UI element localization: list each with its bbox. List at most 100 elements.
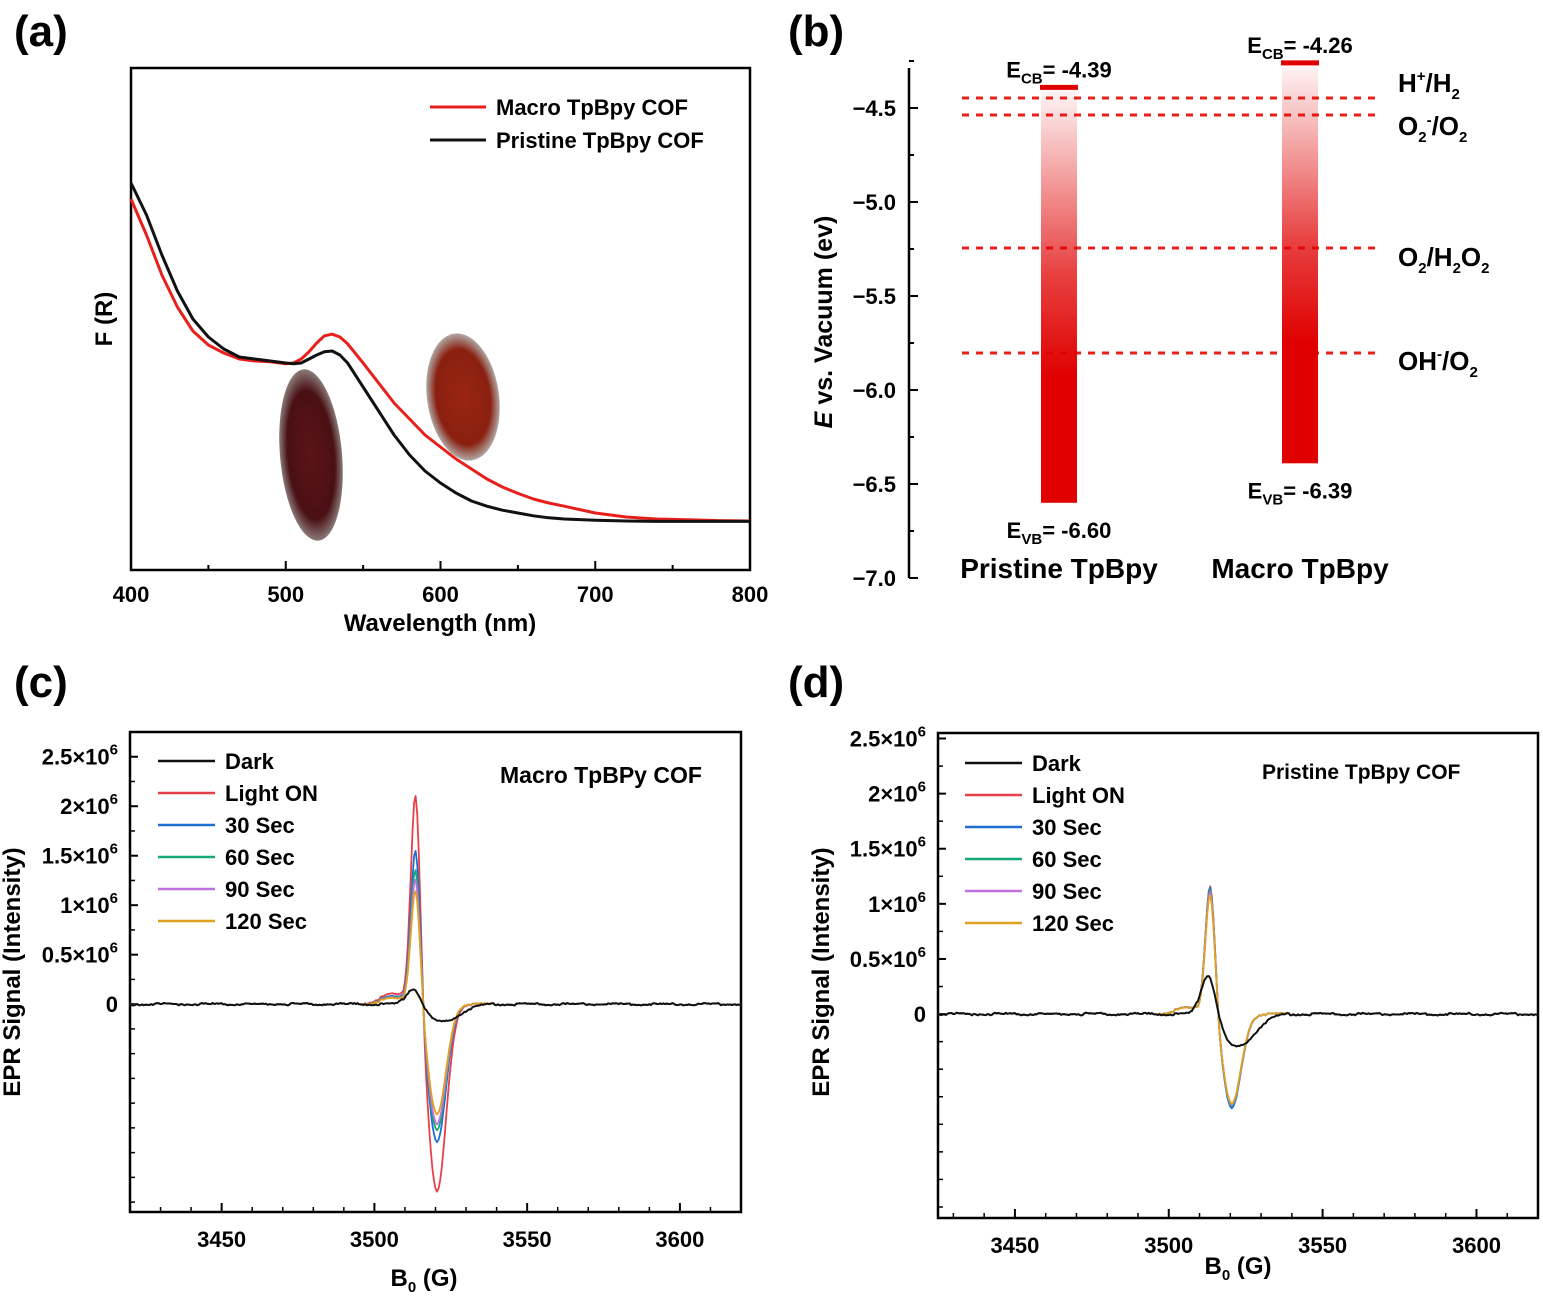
legend-label: 120 Sec xyxy=(225,909,307,934)
x-tick-label: 3450 xyxy=(990,1233,1039,1258)
panel-b-y-tick-label: −4.5 xyxy=(853,96,896,121)
panel-label-a: (a) xyxy=(14,7,68,56)
band-category-label: Macro TpBpy xyxy=(1211,553,1389,584)
epr-series-line xyxy=(129,795,742,1193)
legend-label: 60 Sec xyxy=(225,845,295,870)
y-tick-label: 0.5×106 xyxy=(42,940,118,968)
panel-b-bands: ECB= -4.39 EVB= -6.60 Pristine TpBpy ECB= -… xyxy=(960,33,1389,584)
pristine-cof-vial-photo xyxy=(279,369,343,541)
panel-c-ticks: 3450 3500 3550 3600 2.5×106 2×106 1.5×106 1×106… xyxy=(42,731,742,1252)
x-tick-label: 3600 xyxy=(1452,1233,1501,1258)
y-tick-label: 2×106 xyxy=(868,779,926,807)
panel-a-lines xyxy=(129,182,751,523)
legend-pristine-label: Pristine TpBpy COF xyxy=(496,128,704,153)
panel-c-x-axis-label: B0 (G) xyxy=(390,1265,457,1296)
panel-b-y-ticks: −4.5 −5.0 −5.5 −6.0 −6.5 −7.0 xyxy=(853,60,918,591)
panel-c-y-axis-label: EPR Signal (Intensity) xyxy=(0,847,26,1096)
evb-label: EVB= -6.39 xyxy=(1248,478,1353,508)
panel-d-ticks: 3450 3500 3550 3600 2.5×106 2×106 1.5×106 1×106… xyxy=(850,724,1539,1258)
legend-label: 60 Sec xyxy=(1032,847,1102,872)
epr-series-line xyxy=(937,975,1539,1048)
legend-label: 30 Sec xyxy=(1032,815,1102,840)
x-tick-label: 3600 xyxy=(655,1227,704,1252)
panel-b-y-tick-label: −6.5 xyxy=(853,472,896,497)
legend-label: 30 Sec xyxy=(225,813,295,838)
panel-a-x-tick-label: 400 xyxy=(113,582,150,607)
y-tick-label: 2.5×106 xyxy=(850,724,926,752)
panel-d-legend: Dark Light ON 30 Sec 60 Sec 90 Sec 120 Sec xyxy=(965,751,1125,936)
evb-label: EVB= -6.60 xyxy=(1007,518,1112,548)
legend-label: 120 Sec xyxy=(1032,911,1114,936)
x-tick-label: 3500 xyxy=(1144,1233,1193,1258)
panel-a-x-tick-label: 600 xyxy=(422,582,459,607)
x-tick-label: 3550 xyxy=(503,1227,552,1252)
epr-series-line xyxy=(937,894,1539,1105)
potential-label: H+/H2 xyxy=(1398,68,1460,103)
y-tick-label: 1.5×106 xyxy=(850,834,926,862)
panel-d-annotation: Pristine TpBpy COF xyxy=(1262,761,1461,784)
panel-b-y-tick-label: −5.5 xyxy=(853,284,896,309)
panel-a-x-tick-label: 800 xyxy=(732,582,769,607)
y-tick-label: 2.5×106 xyxy=(42,742,118,770)
y-tick-label: 1.5×106 xyxy=(42,841,118,869)
panel-d-lines xyxy=(937,885,1539,1110)
epr-series-line xyxy=(937,886,1539,1110)
panel-c-chart: 3450 3500 3550 3600 2.5×106 2×106 1.5×106 1×106… xyxy=(0,730,743,1296)
panel-d-y-axis-label: EPR Signal (Intensity) xyxy=(808,847,835,1096)
y-tick-label: 0 xyxy=(914,1002,926,1027)
panel-c-legend: Dark Light ON 30 Sec 60 Sec 90 Sec 120 Sec xyxy=(158,749,318,934)
epr-series-line xyxy=(937,890,1539,1106)
panel-d-plot-frame xyxy=(936,731,1540,1220)
panel-a-chart: 400 500 600 700 800 Macro TpBpy COF Pristine… xyxy=(91,66,769,637)
macro-cof-vial-photo xyxy=(426,333,500,461)
epr-series-line xyxy=(129,869,742,1132)
panel-label-d: (d) xyxy=(788,658,844,707)
panel-a-x-tick-label: 700 xyxy=(577,582,614,607)
ecb-label: ECB= -4.26 xyxy=(1247,33,1352,63)
y-tick-label: 0.5×106 xyxy=(850,944,926,972)
legend-macro-label: Macro TpBpy COF xyxy=(496,95,688,120)
y-tick-label: 1×106 xyxy=(868,889,926,917)
x-tick-label: 3450 xyxy=(197,1227,246,1252)
legend-label: Light ON xyxy=(1032,783,1125,808)
panel-a-x-tick-label: 500 xyxy=(267,582,304,607)
panel-a-x-ticks: 400 500 600 700 800 xyxy=(113,561,769,607)
panel-a-series-line xyxy=(129,182,750,523)
epr-series-line xyxy=(937,888,1539,1107)
y-tick-label: 2×106 xyxy=(60,791,118,819)
panel-b-chart: −4.5 −5.0 −5.5 −6.0 −6.5 −7.0 H+/H2 O2-/O2 O2/H… xyxy=(810,33,1490,591)
panel-a-x-axis-label: Wavelength (nm) xyxy=(344,610,536,637)
legend-label: Dark xyxy=(1032,751,1082,776)
x-tick-label: 3550 xyxy=(1298,1233,1347,1258)
band-category-label: Pristine TpBpy xyxy=(960,553,1158,584)
epr-series-line xyxy=(129,850,742,1144)
panel-b-y-tick-label: −5.0 xyxy=(853,190,896,215)
legend-label: 90 Sec xyxy=(225,877,295,902)
y-tick-label: 0 xyxy=(106,992,118,1017)
epr-series-line xyxy=(129,988,742,1023)
panel-b-potential-lines: H+/H2 O2-/O2 O2/H2O2 OH-/O2 xyxy=(962,68,1490,381)
epr-series-line xyxy=(937,885,1539,1109)
panel-b-y-tick-label: −7.0 xyxy=(853,566,896,591)
x-tick-label: 3500 xyxy=(350,1227,399,1252)
panel-a-y-axis-label: F (R) xyxy=(91,292,118,347)
epr-series-line xyxy=(129,878,742,1126)
band-bar xyxy=(1282,62,1318,464)
y-tick-label: 1×106 xyxy=(60,890,118,918)
legend-label: Dark xyxy=(225,749,275,774)
panel-b-y-axis-label: E vs. Vacuum (ev) xyxy=(810,216,838,429)
panel-c-annotation: Macro TpBPy COF xyxy=(500,762,702,788)
potential-label: O2/H2O2 xyxy=(1398,242,1490,277)
legend-label: 90 Sec xyxy=(1032,879,1102,904)
panel-label-c: (c) xyxy=(14,658,68,707)
panel-a-series-line xyxy=(129,198,751,523)
band-bar xyxy=(1041,87,1077,503)
potential-label: OH-/O2 xyxy=(1398,346,1478,381)
panel-d-x-axis-label: B0 (G) xyxy=(1204,1253,1271,1284)
ecb-label: ECB= -4.39 xyxy=(1006,57,1111,87)
potential-label: O2-/O2 xyxy=(1398,111,1467,146)
panel-c-lines xyxy=(129,795,742,1193)
legend-label: Light ON xyxy=(225,781,318,806)
panel-d-chart: 3450 3500 3550 3600 2.5×106 2×106 1.5×106 1×106… xyxy=(808,724,1540,1284)
